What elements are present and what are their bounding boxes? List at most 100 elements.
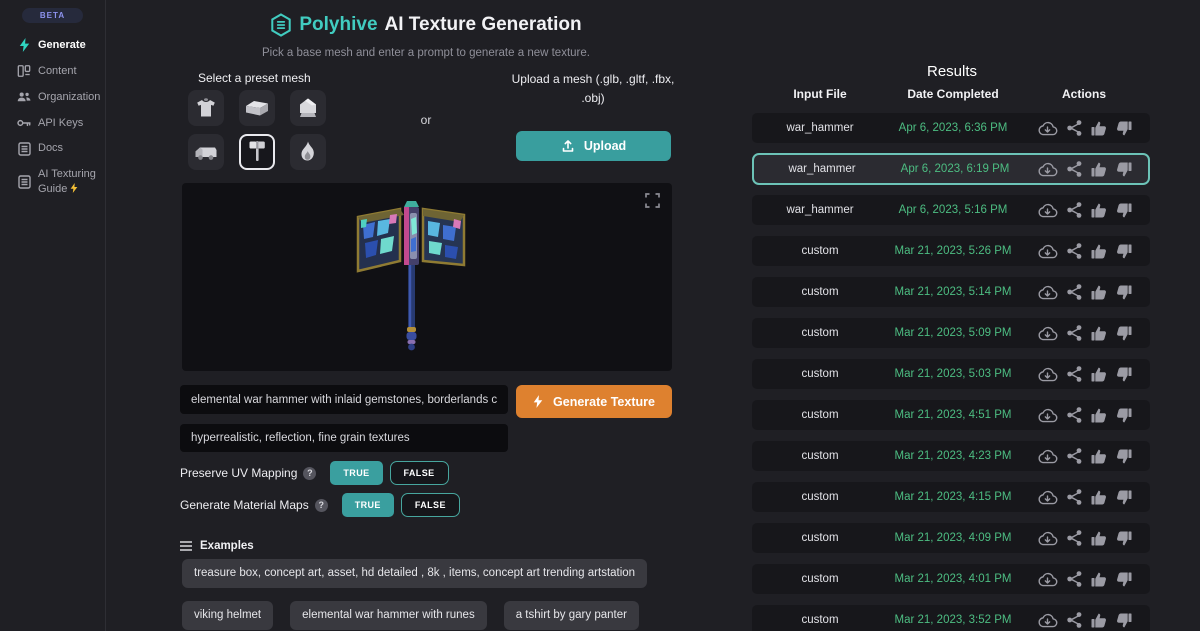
thumbs-up-icon[interactable]: [1091, 572, 1107, 587]
thumbs-up-icon[interactable]: [1091, 408, 1107, 423]
download-cloud-icon[interactable]: [1037, 613, 1058, 628]
share-icon[interactable]: [1066, 325, 1082, 341]
result-row[interactable]: war_hammer Apr 6, 2023, 5:16 PM: [752, 195, 1150, 225]
download-cloud-icon[interactable]: [1037, 572, 1058, 587]
thumbs-down-icon[interactable]: [1116, 490, 1132, 505]
download-cloud-icon[interactable]: [1037, 162, 1058, 177]
download-cloud-icon[interactable]: [1037, 121, 1058, 136]
share-icon[interactable]: [1066, 366, 1082, 382]
yellow-bolt-icon: [71, 183, 78, 194]
share-icon[interactable]: [1066, 530, 1082, 546]
sidebar-item-api-keys[interactable]: API Keys: [0, 114, 106, 133]
thumbs-up-icon[interactable]: [1091, 613, 1107, 628]
share-icon[interactable]: [1066, 120, 1082, 136]
result-row[interactable]: custom Mar 21, 2023, 4:23 PM: [752, 441, 1150, 471]
sidebar-item-generate[interactable]: Generate: [0, 36, 106, 55]
download-cloud-icon[interactable]: [1037, 531, 1058, 546]
generate-texture-button[interactable]: Generate Texture: [516, 385, 672, 418]
thumbs-up-icon[interactable]: [1091, 367, 1107, 382]
example-chip[interactable]: treasure box, concept art, asset, hd det…: [182, 559, 648, 588]
download-cloud-icon[interactable]: [1037, 408, 1058, 423]
result-row[interactable]: war_hammer Apr 6, 2023, 6:36 PM: [752, 113, 1150, 143]
help-icon[interactable]: ?: [314, 498, 328, 512]
share-icon[interactable]: [1066, 448, 1082, 464]
thumbs-down-icon[interactable]: [1116, 367, 1132, 382]
result-row[interactable]: custom Mar 21, 2023, 5:09 PM: [752, 318, 1150, 348]
share-icon[interactable]: [1066, 612, 1082, 628]
sidebar-item-organization[interactable]: Organization: [0, 88, 106, 107]
example-chip[interactable]: a tshirt by gary panter: [503, 601, 639, 630]
thumbs-up-icon[interactable]: [1091, 121, 1107, 136]
thumbs-down-icon[interactable]: [1116, 203, 1132, 218]
material-maps-true-button[interactable]: TRUE: [341, 493, 394, 517]
thumbs-down-icon[interactable]: [1116, 326, 1132, 341]
share-icon[interactable]: [1066, 161, 1082, 177]
share-icon[interactable]: [1066, 284, 1082, 300]
result-row[interactable]: custom Mar 21, 2023, 4:15 PM: [752, 482, 1150, 512]
thumbs-down-icon[interactable]: [1116, 531, 1132, 546]
share-icon[interactable]: [1066, 407, 1082, 423]
download-cloud-icon[interactable]: [1037, 285, 1058, 300]
download-cloud-icon[interactable]: [1037, 203, 1058, 218]
thumbs-down-icon[interactable]: [1116, 244, 1132, 259]
download-cloud-icon[interactable]: [1037, 490, 1058, 505]
preserve-uv-true-button[interactable]: TRUE: [330, 461, 383, 485]
download-cloud-icon[interactable]: [1037, 449, 1058, 464]
model-preview-panel[interactable]: [182, 183, 672, 371]
thumbs-down-icon[interactable]: [1116, 613, 1132, 628]
result-actions: [1018, 489, 1150, 505]
thumbs-down-icon[interactable]: [1116, 162, 1132, 177]
result-row[interactable]: custom Mar 21, 2023, 4:01 PM: [752, 564, 1150, 594]
help-icon[interactable]: ?: [303, 466, 317, 480]
result-row[interactable]: war_hammer Apr 6, 2023, 6:19 PM: [752, 153, 1150, 185]
sidebar-item-ai-texturing-guide[interactable]: AI Texturing Guide: [0, 165, 106, 199]
sidebar-item-content[interactable]: Content: [0, 62, 106, 81]
download-cloud-icon[interactable]: [1037, 367, 1058, 382]
thumbs-down-icon[interactable]: [1116, 121, 1132, 136]
share-icon[interactable]: [1066, 202, 1082, 218]
fullscreen-icon[interactable]: [645, 193, 660, 208]
share-icon[interactable]: [1066, 571, 1082, 587]
thumbs-down-icon[interactable]: [1116, 572, 1132, 587]
thumbs-up-icon[interactable]: [1091, 162, 1107, 177]
preset-mesh-hammer[interactable]: [239, 134, 275, 170]
preset-mesh-truck[interactable]: [188, 134, 224, 170]
preset-mesh-flame[interactable]: [290, 134, 326, 170]
download-cloud-icon[interactable]: [1037, 244, 1058, 259]
material-maps-false-button[interactable]: FALSE: [400, 493, 460, 517]
thumbs-up-icon[interactable]: [1091, 531, 1107, 546]
preserve-uv-false-button[interactable]: FALSE: [389, 461, 449, 485]
prompt-input[interactable]: [180, 385, 508, 414]
thumbs-up-icon[interactable]: [1091, 326, 1107, 341]
result-actions: [1020, 161, 1148, 177]
thumbs-up-icon[interactable]: [1091, 244, 1107, 259]
share-icon[interactable]: [1066, 489, 1082, 505]
result-row[interactable]: custom Mar 21, 2023, 3:52 PM: [752, 605, 1150, 631]
result-row[interactable]: custom Mar 21, 2023, 5:03 PM: [752, 359, 1150, 389]
result-date: Mar 21, 2023, 5:26 PM: [894, 245, 1012, 257]
thumbs-up-icon[interactable]: [1091, 449, 1107, 464]
style-prompt-input[interactable]: [180, 424, 508, 452]
thumbs-up-icon[interactable]: [1091, 285, 1107, 300]
sidebar-item-docs[interactable]: Docs: [0, 139, 106, 158]
example-chip[interactable]: elemental war hammer with runes: [290, 601, 487, 630]
download-cloud-icon[interactable]: [1037, 326, 1058, 341]
result-row[interactable]: custom Mar 21, 2023, 5:26 PM: [752, 236, 1150, 266]
thumbs-up-icon[interactable]: [1091, 490, 1107, 505]
thumbs-down-icon[interactable]: [1116, 285, 1132, 300]
upload-icon: [562, 140, 574, 152]
upload-button[interactable]: Upload: [516, 131, 671, 161]
preset-mesh-chest[interactable]: [239, 90, 275, 126]
example-chip[interactable]: viking helmet: [182, 601, 274, 630]
column-header-input-file: Input File: [793, 87, 847, 101]
thumbs-down-icon[interactable]: [1116, 408, 1132, 423]
result-row[interactable]: custom Mar 21, 2023, 5:14 PM: [752, 277, 1150, 307]
result-row[interactable]: custom Mar 21, 2023, 4:51 PM: [752, 400, 1150, 430]
thumbs-up-icon[interactable]: [1091, 203, 1107, 218]
share-icon[interactable]: [1066, 243, 1082, 259]
preset-mesh-tshirt[interactable]: [188, 90, 224, 126]
beta-badge: BETA: [22, 8, 83, 23]
result-row[interactable]: custom Mar 21, 2023, 4:09 PM: [752, 523, 1150, 553]
thumbs-down-icon[interactable]: [1116, 449, 1132, 464]
preset-mesh-house[interactable]: [290, 90, 326, 126]
